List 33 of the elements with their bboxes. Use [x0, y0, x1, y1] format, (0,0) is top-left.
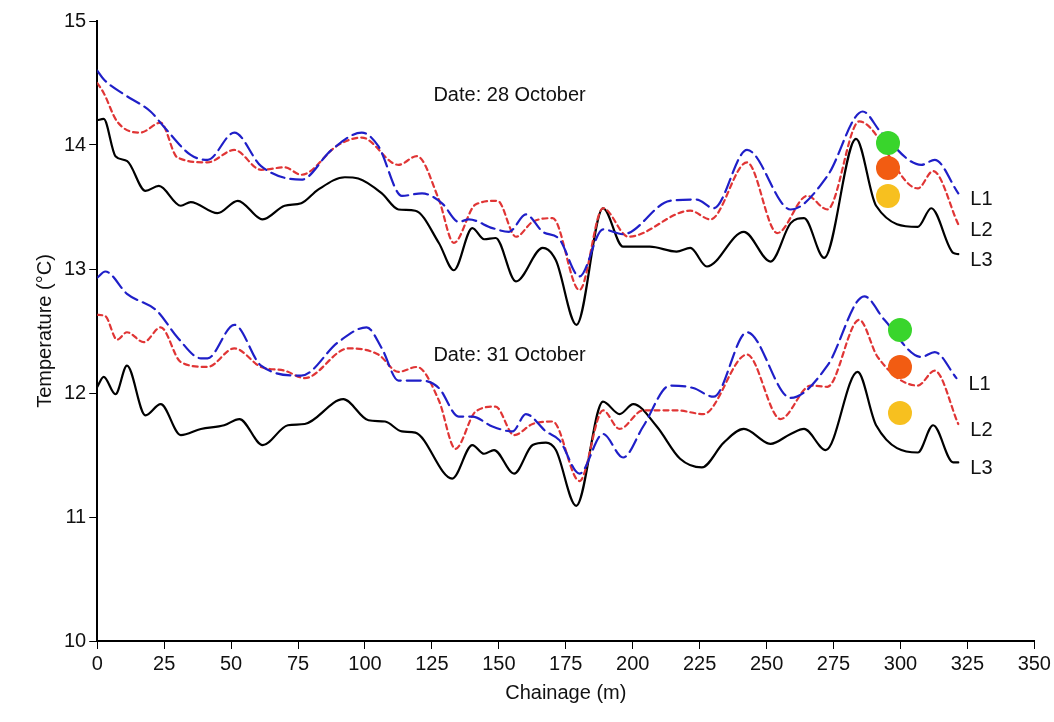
- y-tick-label: 14: [64, 132, 87, 155]
- x-tick-label: 300: [883, 651, 918, 674]
- x-tick-label: 100: [348, 651, 382, 674]
- annotation: Date: 28 October: [433, 82, 587, 105]
- x-tick-label: 225: [682, 651, 717, 674]
- y-tick-label: 13: [64, 256, 87, 279]
- x-tick-label: 150: [482, 651, 516, 674]
- y-tick-label: 15: [64, 8, 87, 31]
- series-label: L1: [970, 186, 993, 209]
- x-tick-label: 350: [1017, 651, 1051, 674]
- series-label: L1: [968, 371, 991, 394]
- x-tick-label: 275: [816, 651, 851, 674]
- x-axis-title: Chainage (m): [505, 680, 627, 703]
- y-tick-label: 10: [64, 628, 87, 651]
- y-tick-label: 12: [64, 380, 87, 403]
- x-tick-label: 175: [549, 651, 583, 674]
- line-series: [97, 270, 958, 475]
- series-label: L2: [970, 417, 993, 440]
- series-label: L3: [970, 455, 993, 478]
- x-tick-label: 50: [219, 651, 243, 674]
- x-tick-label: 0: [91, 651, 103, 674]
- line-series: [97, 313, 960, 483]
- x-tick-label: 200: [616, 651, 650, 674]
- x-tick-label: 250: [749, 651, 784, 674]
- y-axis-title: Temperature (°C): [32, 254, 55, 408]
- series-label: L3: [970, 247, 993, 270]
- annotation: Date: 31 October: [433, 343, 587, 366]
- x-tick-label: 325: [950, 651, 985, 674]
- y-tick-label: 11: [65, 504, 87, 527]
- x-tick-label: 125: [415, 651, 449, 674]
- series-label: L2: [970, 217, 993, 240]
- x-tick-label: 75: [286, 651, 310, 674]
- x-tick-label: 25: [153, 651, 176, 674]
